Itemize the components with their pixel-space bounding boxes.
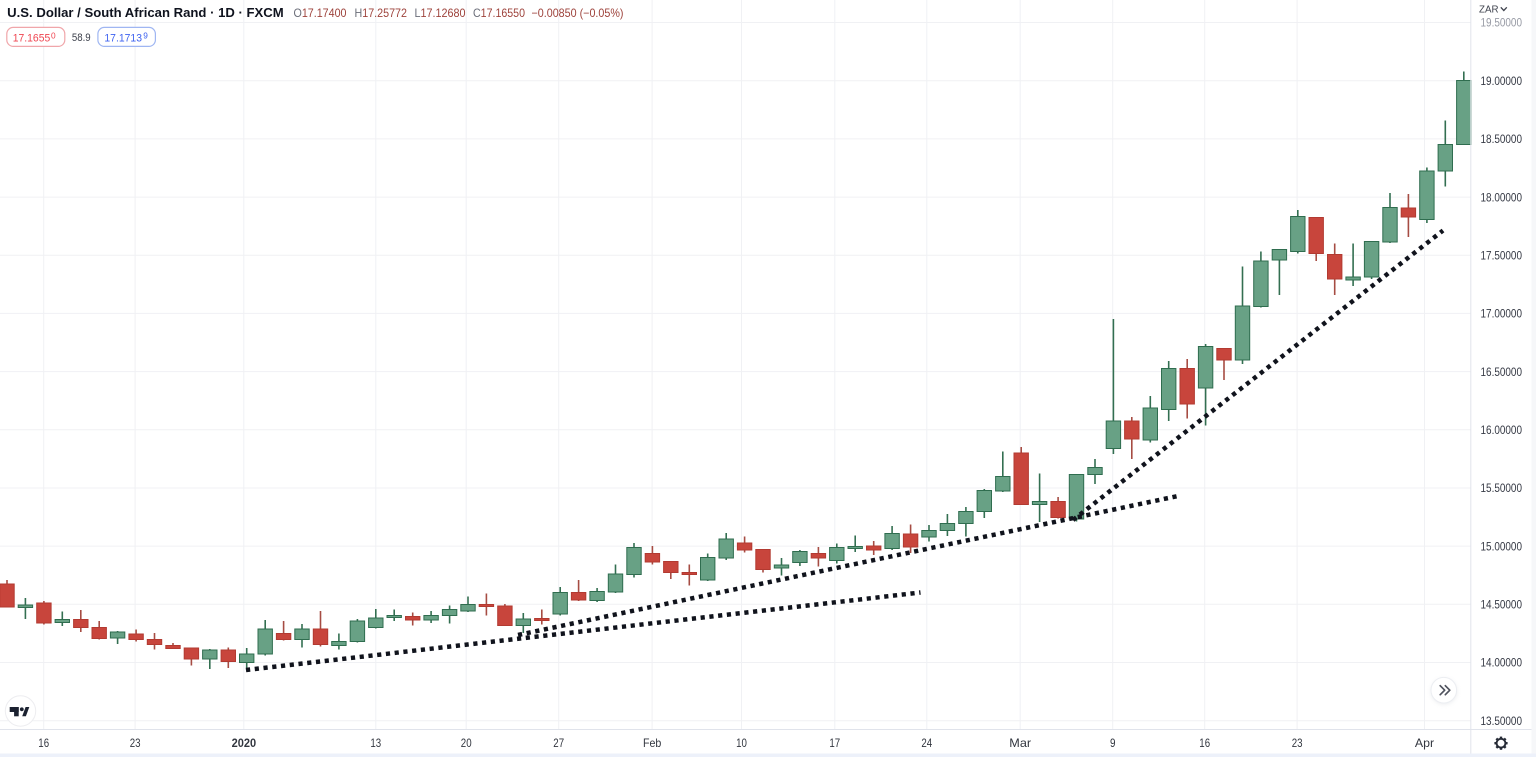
svg-text:17: 17 [829, 736, 840, 750]
svg-text:14.50000: 14.50000 [1481, 598, 1523, 612]
svg-text:16: 16 [38, 736, 49, 750]
svg-text:Mar: Mar [1009, 736, 1031, 750]
svg-text:16: 16 [1199, 736, 1210, 750]
svg-text:24: 24 [921, 736, 932, 750]
svg-text:16.50000: 16.50000 [1481, 365, 1523, 379]
svg-text:16.00000: 16.00000 [1481, 423, 1523, 437]
svg-text:18.50000: 18.50000 [1481, 132, 1523, 146]
svg-text:0: 0 [51, 30, 56, 40]
svg-text:17.00000: 17.00000 [1481, 307, 1523, 321]
svg-text:15.00000: 15.00000 [1481, 539, 1523, 553]
svg-text:20: 20 [461, 736, 472, 750]
svg-text:13: 13 [370, 736, 381, 750]
svg-text:L17.12680: L17.12680 [415, 7, 466, 20]
svg-text:27: 27 [553, 736, 564, 750]
svg-text:O17.17400: O17.17400 [294, 7, 347, 20]
svg-text:14.00000: 14.00000 [1481, 656, 1523, 670]
svg-text:23: 23 [130, 736, 141, 750]
svg-text:U.S. Dollar / South African Ra: U.S. Dollar / South African Rand · 1D · … [7, 5, 284, 20]
svg-text:−0.00850 (−0.05%): −0.00850 (−0.05%) [532, 7, 624, 20]
svg-text:23: 23 [1292, 736, 1303, 750]
svg-text:17.1713: 17.1713 [104, 32, 142, 44]
svg-text:Apr: Apr [1415, 736, 1434, 750]
svg-text:17.1655: 17.1655 [13, 32, 51, 44]
svg-text:15.50000: 15.50000 [1481, 481, 1523, 495]
svg-text:ZAR: ZAR [1479, 5, 1499, 16]
svg-text:18.00000: 18.00000 [1481, 190, 1523, 204]
svg-text:19.50000: 19.50000 [1481, 16, 1523, 30]
svg-text:Feb: Feb [643, 736, 662, 750]
svg-text:H17.25772: H17.25772 [355, 7, 408, 20]
svg-text:2020: 2020 [232, 736, 257, 750]
svg-text:19.00000: 19.00000 [1481, 74, 1523, 88]
svg-text:10: 10 [736, 736, 747, 750]
svg-text:13.50000: 13.50000 [1481, 714, 1523, 728]
svg-text:17.50000: 17.50000 [1481, 248, 1523, 262]
svg-text:9: 9 [1110, 736, 1116, 750]
svg-text:58.9: 58.9 [72, 32, 91, 44]
svg-text:C17.16550: C17.16550 [473, 7, 525, 20]
svg-text:9: 9 [143, 30, 148, 40]
